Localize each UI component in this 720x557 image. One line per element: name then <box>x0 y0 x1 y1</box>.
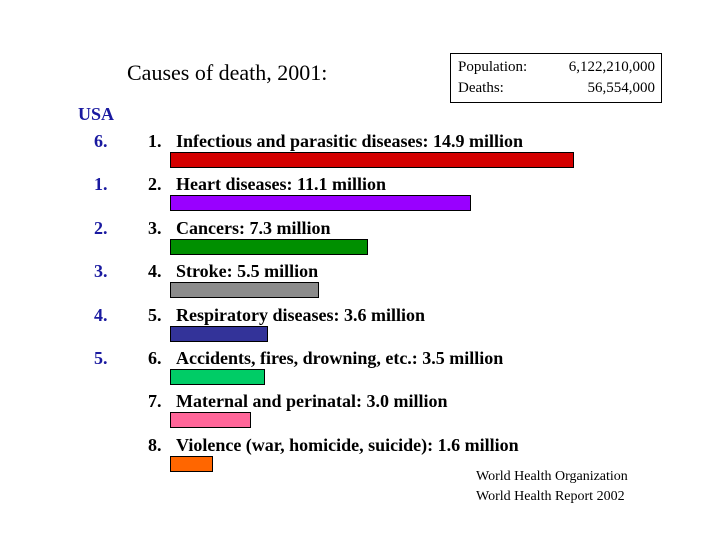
usa-rank: 4. <box>94 305 108 325</box>
bar <box>170 412 251 428</box>
cause-number: 7. <box>148 391 162 411</box>
bar <box>170 195 471 211</box>
cause-label: Stroke: 5.5 million <box>176 261 319 281</box>
cause-label: Cancers: 7.3 million <box>176 218 331 238</box>
bar <box>170 369 265 385</box>
cause-label: Accidents, fires, drowning, etc.: 3.5 mi… <box>176 348 504 368</box>
bar <box>170 152 574 168</box>
deaths-value: 56,554,000 <box>587 80 656 96</box>
cause-label: Maternal and perinatal: 3.0 million <box>176 391 448 411</box>
bar <box>170 239 368 255</box>
usa-rank: 2. <box>94 218 108 238</box>
bar <box>170 282 319 298</box>
population-box: Population: 6,122,210,000 Deaths: 56,554… <box>450 53 662 103</box>
cause-number: 1. <box>148 131 162 151</box>
bar <box>170 326 268 342</box>
cause-number: 8. <box>148 435 162 455</box>
cause-number: 3. <box>148 218 162 238</box>
bar <box>170 456 213 472</box>
cause-number: 4. <box>148 261 162 281</box>
source-line-2: World Health Report 2002 <box>476 489 625 504</box>
cause-number: 5. <box>148 305 162 325</box>
usa-rank: 3. <box>94 261 108 281</box>
usa-rank: 5. <box>94 348 108 368</box>
cause-label: Infectious and parasitic diseases: 14.9 … <box>176 131 524 151</box>
population-value: 6,122,210,000 <box>568 59 655 75</box>
usa-heading: USA <box>78 104 115 124</box>
usa-rank: 6. <box>94 131 108 151</box>
cause-number: 6. <box>148 348 162 368</box>
cause-label: Heart diseases: 11.1 million <box>176 174 386 194</box>
cause-number: 2. <box>148 174 162 194</box>
cause-label: Respiratory diseases: 3.6 million <box>176 305 425 325</box>
chart-title: Causes of death, 2001: <box>127 60 328 85</box>
cause-label: Violence (war, homicide, suicide): 1.6 m… <box>176 435 519 455</box>
deaths-label: Deaths: <box>458 80 504 96</box>
source-line-1: World Health Organization <box>476 469 628 484</box>
population-label: Population: <box>458 59 528 75</box>
usa-rank: 1. <box>94 174 108 194</box>
